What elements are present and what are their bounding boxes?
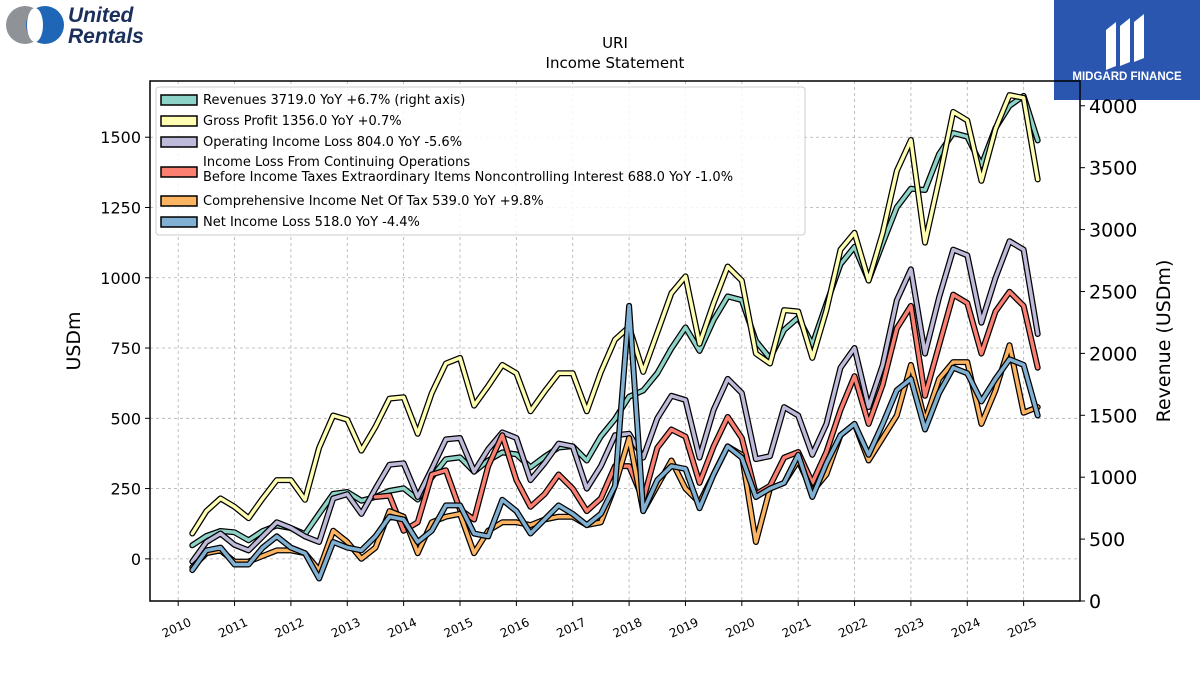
x-tick-label-2016: 2016 <box>498 615 532 641</box>
midgard-emblem-icon <box>1106 14 1144 70</box>
y-tick-label-right-500: 500 <box>1089 529 1125 551</box>
chart-title: URI <box>602 34 628 52</box>
series-1-line <box>190 93 1040 536</box>
series-lines <box>189 92 1041 582</box>
series-0-line <box>190 94 1040 548</box>
y-axis-label-left: USDm <box>63 311 85 370</box>
series-5-line <box>190 304 1040 581</box>
y-tick-label-left-750: 750 <box>110 339 141 358</box>
logo-text-united: United <box>68 4 135 27</box>
y-tick-label-right-0: 0 <box>1089 591 1101 613</box>
y-tick-label-right-1000: 1000 <box>1089 467 1137 489</box>
y-tick-label-right-3500: 3500 <box>1089 158 1137 180</box>
y-tick-label-right-2500: 2500 <box>1089 281 1137 303</box>
y-axis-label-right: Revenue (USDm) <box>1153 260 1175 423</box>
legend-swatch-3 <box>160 166 198 178</box>
x-tick-label-2010: 2010 <box>160 615 194 641</box>
united-rentals-logo: United Rentals <box>0 0 170 60</box>
x-tick-label-2020: 2020 <box>723 615 757 641</box>
y-tick-label-right-4000: 4000 <box>1089 96 1137 118</box>
x-tick-label-2021: 2021 <box>780 615 814 641</box>
y-tick-label-left-250: 250 <box>110 480 141 499</box>
midgard-finance-logo: MIDGARD FINANCE <box>1054 0 1200 100</box>
y-tick-label-left-1500: 1500 <box>100 128 141 147</box>
y-tick-label-left-500: 500 <box>110 409 141 428</box>
logo-white-ellipse <box>27 8 43 42</box>
x-tick-label-2022: 2022 <box>836 615 870 641</box>
x-tick-label-2014: 2014 <box>385 615 419 641</box>
legend-label-1: Gross Profit 1356.0 YoY +0.7% <box>203 114 402 129</box>
x-tick-label-2025: 2025 <box>1005 615 1039 641</box>
legend-label-4: Comprehensive Income Net Of Tax 539.0 Yo… <box>203 194 544 209</box>
x-tick-label-2011: 2011 <box>216 615 250 641</box>
legend-swatch-2 <box>160 136 198 148</box>
y-tick-label-right-2000: 2000 <box>1089 343 1137 365</box>
legend-label-5: Net Income Loss 518.0 YoY -4.4% <box>203 215 420 230</box>
axes: 2010 2011 2012 2013 2014 2015 2016 2017 2018 2019… <box>100 96 1137 641</box>
x-tick-label-2019: 2019 <box>667 615 701 641</box>
legend-swatch-5 <box>160 216 198 228</box>
series-2-line <box>190 239 1040 564</box>
legend-swatch-4 <box>160 195 198 207</box>
series-3-line <box>373 290 1040 533</box>
x-tick-label-2015: 2015 <box>442 615 476 641</box>
x-tick-label-2012: 2012 <box>273 615 307 641</box>
y-tick-label-right-3000: 3000 <box>1089 220 1137 242</box>
plot-frame <box>149 80 1081 602</box>
x-tick-label-2018: 2018 <box>611 615 645 641</box>
x-tick-label-2024: 2024 <box>949 615 983 641</box>
chart-subtitle: Income Statement <box>546 54 685 72</box>
legend-swatch-1 <box>160 115 198 127</box>
x-tick-label-2017: 2017 <box>554 615 588 641</box>
legend-label-3-line1: Before Income Taxes Extraordinary Items … <box>203 170 733 185</box>
legend-label-0: Revenues 3719.0 YoY +6.7% (right axis) <box>203 93 465 108</box>
legend-swatch-0 <box>160 94 198 106</box>
x-tick-label-2013: 2013 <box>329 615 363 641</box>
x-tick-label-2023: 2023 <box>893 615 927 641</box>
legend-label-2: Operating Income Loss 804.0 YoY -5.6% <box>203 135 462 150</box>
legend: Revenues 3719.0 YoY +6.7% (right axis) Gr… <box>155 86 806 236</box>
brand-name: MIDGARD FINANCE <box>1072 71 1182 83</box>
y-tick-label-left-0: 0 <box>131 550 141 569</box>
legend-label-3-line0: Income Loss From Continuing Operations <box>203 155 470 170</box>
legend-box <box>155 86 806 236</box>
logo-text-rentals: Rentals <box>68 25 144 48</box>
y-tick-label-left-1000: 1000 <box>100 269 141 288</box>
y-tick-label-right-1500: 1500 <box>1089 405 1137 427</box>
y-tick-label-left-1250: 1250 <box>100 198 141 217</box>
